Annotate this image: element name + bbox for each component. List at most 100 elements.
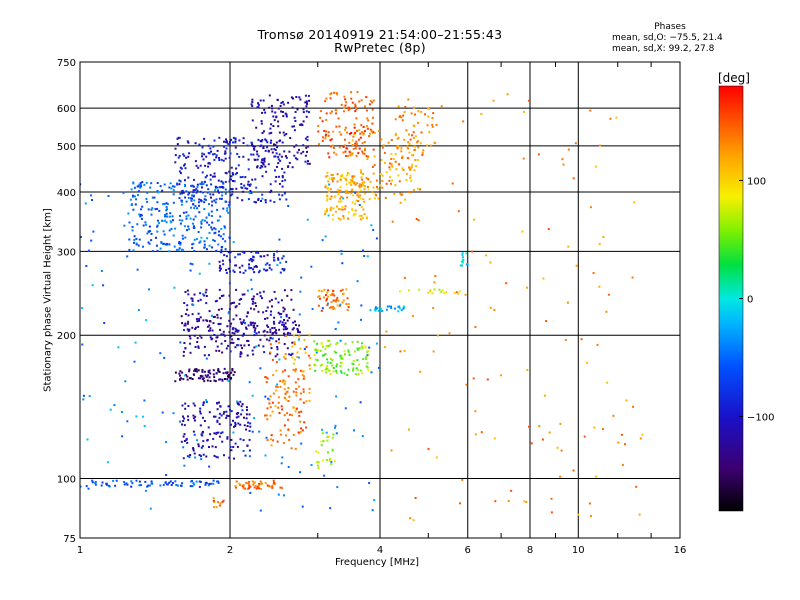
data-point bbox=[314, 358, 317, 361]
data-point bbox=[215, 198, 218, 201]
data-point bbox=[205, 155, 208, 158]
data-point bbox=[215, 249, 218, 252]
data-point bbox=[287, 428, 290, 431]
data-point bbox=[461, 252, 464, 255]
data-point bbox=[382, 144, 385, 147]
data-point bbox=[303, 348, 306, 350]
data-point bbox=[293, 125, 295, 128]
data-point bbox=[380, 138, 383, 141]
data-point bbox=[255, 201, 257, 204]
data-point bbox=[138, 480, 141, 483]
data-point bbox=[328, 340, 331, 342]
data-point bbox=[522, 157, 525, 160]
data-point bbox=[190, 197, 192, 200]
data-point bbox=[347, 368, 350, 371]
data-point bbox=[419, 188, 422, 191]
data-point bbox=[199, 316, 202, 319]
data-point bbox=[215, 154, 218, 157]
data-point bbox=[340, 133, 343, 136]
chart-title: Tromsø 20140919 21:54:00–21:55:43 bbox=[257, 27, 503, 42]
data-point bbox=[228, 282, 231, 285]
data-point bbox=[211, 200, 214, 203]
data-point bbox=[325, 294, 327, 297]
data-point bbox=[263, 160, 266, 163]
data-point bbox=[291, 125, 294, 128]
data-point bbox=[396, 137, 399, 140]
data-point bbox=[321, 140, 324, 142]
data-point bbox=[346, 196, 349, 199]
data-point bbox=[225, 255, 228, 258]
data-point bbox=[249, 485, 252, 488]
data-point bbox=[273, 155, 276, 158]
data-point bbox=[304, 101, 307, 104]
data-point bbox=[329, 97, 332, 100]
data-point bbox=[598, 285, 601, 288]
data-point bbox=[227, 251, 230, 254]
data-point bbox=[327, 152, 330, 155]
data-point bbox=[224, 157, 227, 160]
data-point bbox=[461, 256, 464, 259]
data-point bbox=[182, 435, 185, 438]
data-point bbox=[211, 228, 214, 231]
data-point bbox=[204, 164, 207, 167]
data-point bbox=[279, 486, 282, 489]
data-point bbox=[318, 289, 321, 292]
data-point bbox=[350, 192, 353, 195]
data-point bbox=[272, 374, 275, 377]
data-point bbox=[369, 180, 372, 183]
data-point bbox=[264, 201, 267, 204]
data-point bbox=[263, 130, 265, 133]
data-point bbox=[352, 135, 355, 138]
data-point bbox=[632, 405, 635, 408]
data-point bbox=[277, 257, 280, 260]
data-point bbox=[216, 313, 219, 316]
data-point bbox=[335, 370, 338, 373]
data-point bbox=[209, 372, 212, 375]
data-point bbox=[499, 374, 502, 377]
data-point bbox=[209, 336, 212, 339]
data-point bbox=[217, 179, 220, 182]
data-point bbox=[257, 344, 260, 347]
data-point bbox=[206, 379, 209, 382]
data-point bbox=[207, 371, 210, 374]
data-point bbox=[329, 139, 332, 142]
data-point bbox=[330, 206, 333, 209]
data-point bbox=[149, 186, 152, 189]
data-point bbox=[257, 331, 260, 334]
data-point bbox=[460, 260, 463, 263]
data-point bbox=[105, 483, 108, 486]
data-point bbox=[276, 348, 279, 351]
data-point bbox=[631, 276, 634, 279]
data-point bbox=[366, 158, 369, 160]
data-point bbox=[230, 449, 233, 452]
data-point bbox=[188, 228, 190, 231]
data-point bbox=[389, 176, 391, 178]
data-point bbox=[367, 178, 370, 181]
data-point bbox=[196, 320, 199, 323]
data-point bbox=[413, 169, 416, 172]
data-point bbox=[276, 353, 279, 356]
data-point bbox=[417, 121, 419, 124]
data-point bbox=[411, 154, 414, 157]
data-point bbox=[328, 460, 331, 462]
data-point bbox=[440, 105, 443, 108]
data-point bbox=[202, 319, 205, 322]
data-point bbox=[545, 320, 548, 322]
data-point bbox=[327, 134, 330, 137]
data-point bbox=[179, 370, 182, 373]
data-point bbox=[366, 362, 369, 365]
data-point bbox=[234, 256, 237, 259]
data-point bbox=[408, 428, 410, 431]
data-point bbox=[273, 259, 276, 262]
data-point bbox=[381, 146, 384, 149]
data-point bbox=[132, 194, 135, 197]
data-point bbox=[192, 430, 195, 433]
data-point bbox=[435, 123, 438, 126]
data-point bbox=[221, 181, 224, 184]
data-point bbox=[166, 207, 168, 210]
data-point bbox=[327, 186, 330, 189]
data-point bbox=[333, 460, 336, 463]
data-point bbox=[247, 487, 250, 490]
data-point bbox=[308, 334, 311, 337]
data-point bbox=[251, 105, 254, 108]
